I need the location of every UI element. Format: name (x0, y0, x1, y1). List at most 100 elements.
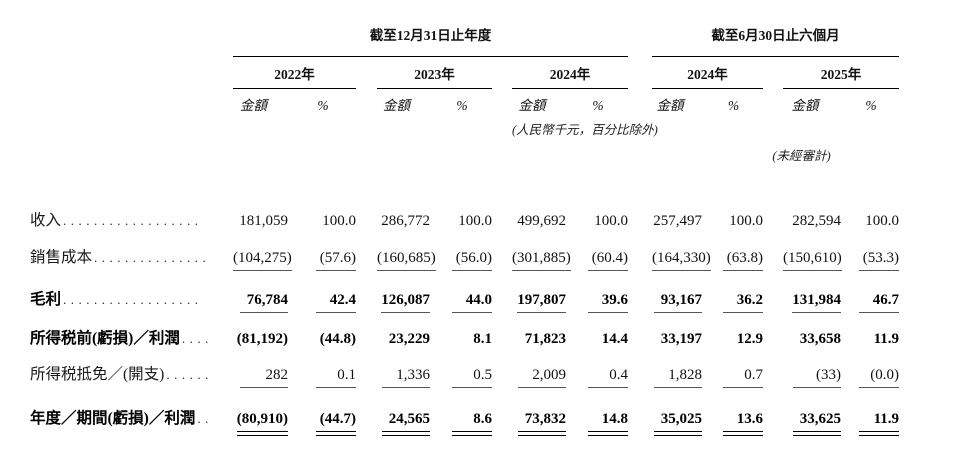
amount-value: (160,685) (377, 238, 436, 274)
amount-value: 282,594 (783, 206, 843, 238)
value-text: 282,594 (792, 213, 841, 229)
percent-value: 36.2 (704, 274, 763, 318)
amount-value: 286,772 (377, 206, 432, 238)
value-text: 2,009 (518, 367, 566, 388)
amount-value: 35,025 (652, 396, 704, 442)
value-text: 8.1 (473, 331, 492, 347)
value-text: 282 (240, 367, 288, 388)
column-gap (492, 360, 512, 396)
section-gap (628, 0, 652, 56)
column-gap (763, 318, 783, 360)
amount-value: 1,336 (377, 360, 432, 396)
value-text: 23,229 (388, 331, 430, 347)
column-gap (628, 88, 652, 116)
row-label-text: 年度／期間(虧損)／利潤 (30, 410, 196, 427)
value-text: 0.5 (452, 367, 492, 388)
value-text: 100.0 (594, 213, 628, 229)
blank (628, 116, 899, 140)
amount-column-header: 金額 (518, 98, 546, 113)
column-gap (628, 56, 652, 88)
value-text: (81,192) (236, 331, 288, 347)
value-text: 36.2 (723, 292, 763, 313)
units-note: (人民幣千元，百分比除外) (512, 122, 658, 137)
column-gap (356, 238, 377, 274)
percent-column-header: % (317, 98, 329, 113)
value-text: 126,087 (381, 292, 430, 313)
table-row: 所得税前(虧損)／利潤.... (81,192) (44.8) 23,229 8.1 71… (30, 318, 899, 360)
amount-column-header: 金額 (656, 98, 684, 113)
amount-value: 257,497 (652, 206, 704, 238)
value-text: 12.9 (736, 331, 763, 347)
value-text: 0.4 (588, 367, 628, 388)
year-header-2024-interim: 2024年 (652, 56, 763, 89)
value-text: (150,610) (783, 250, 842, 271)
blank (30, 116, 512, 140)
percent-column-header: % (727, 98, 740, 113)
row-label: 銷售成本............... (30, 238, 233, 274)
value-text: (57.6) (316, 250, 356, 271)
percent-value: 13.6 (704, 396, 763, 442)
table-row: 銷售成本............... (104,275) (57.6) (160,6… (30, 238, 900, 274)
amount-value: 33,197 (652, 318, 704, 360)
value-text: (44.7) (316, 411, 356, 436)
value-text: (301,885) (512, 250, 571, 271)
amount-value: (104,275) (233, 238, 292, 274)
value-text: 33,197 (660, 331, 702, 347)
column-gap (492, 88, 512, 116)
column-gap (763, 56, 783, 88)
value-text: 1,336 (382, 367, 430, 388)
amount-value: (150,610) (783, 238, 843, 274)
blank (30, 56, 233, 88)
percent-value: 11.9 (843, 318, 899, 360)
amount-column-header: 金額 (383, 98, 410, 113)
value-text: 11.9 (873, 331, 900, 347)
column-gap (628, 360, 652, 396)
header-body-spacer (30, 168, 899, 206)
value-text: 8.6 (452, 411, 492, 436)
percent-value: 0.5 (432, 360, 492, 396)
amount-value: 76,784 (233, 274, 290, 318)
value-text: 100.0 (458, 213, 492, 229)
value-text: 14.4 (601, 331, 628, 347)
column-gap (492, 238, 512, 274)
column-gap (628, 238, 652, 274)
value-text: 73,832 (518, 411, 566, 436)
value-text: 197,807 (517, 292, 566, 313)
value-text: (164,330) (652, 250, 711, 271)
percent-column-header: % (592, 98, 604, 113)
percent-column-header: % (865, 98, 877, 113)
value-text: 71,823 (524, 331, 566, 347)
row-label: 年度／期間(虧損)／利潤.. (30, 396, 233, 442)
value-text: (80,910) (236, 411, 289, 436)
percent-value: (44.8) (290, 318, 356, 360)
section-header-annual: 截至12月31日止年度 (233, 0, 628, 57)
column-gap (763, 360, 783, 396)
column-gap (763, 238, 783, 274)
row-label: 所得税抵免／(開支)...... (30, 360, 233, 396)
column-gap (628, 206, 652, 238)
column-gap (763, 206, 783, 238)
column-gap (492, 396, 512, 442)
percent-value: (56.0) (432, 238, 492, 274)
value-text: 24,565 (382, 411, 430, 436)
percent-value: 14.4 (568, 318, 628, 360)
percent-value: 100.0 (290, 206, 356, 238)
column-gap (492, 274, 512, 318)
column-gap (356, 88, 377, 116)
table-row: 毛利.................. 76,784 42.4 126,087 44.… (30, 274, 900, 318)
amount-value: 33,658 (783, 318, 843, 360)
amount-value: 71,823 (512, 318, 568, 360)
value-text: (104,275) (233, 250, 292, 271)
amount-column-header: 金額 (791, 98, 819, 113)
column-gap (356, 318, 377, 360)
amount-value: 181,059 (233, 206, 290, 238)
row-label-text: 收入 (30, 212, 62, 229)
dot-leader: .. (197, 411, 213, 426)
amount-value: 197,807 (512, 274, 568, 318)
value-text: 131,984 (792, 292, 841, 313)
section-header-six-months: 截至6月30日止六個月 (652, 0, 900, 57)
value-text: 100.0 (729, 213, 763, 229)
value-text: 46.7 (859, 292, 900, 313)
financial-summary-table: 截至12月31日止年度 截至6月30日止六個月 2022年 2023年 2024… (30, 0, 900, 442)
column-gap (763, 274, 783, 318)
